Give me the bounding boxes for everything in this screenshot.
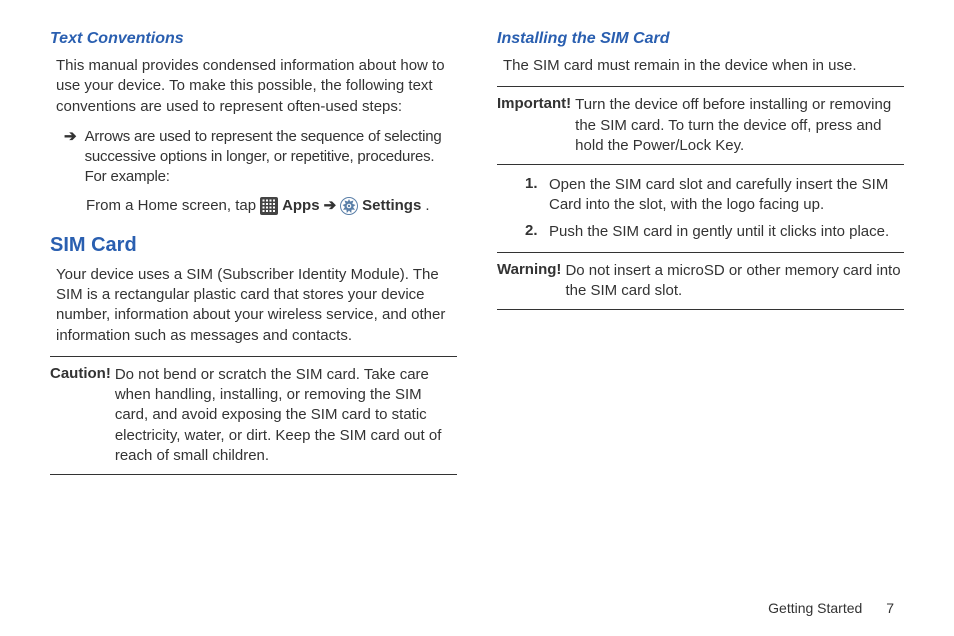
example-prefix: From a Home screen, tap (86, 196, 256, 216)
installing-sim-heading: Installing the SIM Card (497, 30, 904, 48)
arrow-bullet-item: ➔ Arrows are used to represent the seque… (64, 127, 457, 188)
important-label: Important! (497, 95, 571, 156)
list-item: 1. Open the SIM card slot and carefully … (525, 175, 904, 216)
step-number: 2. (525, 222, 549, 242)
apps-label: Apps (282, 196, 320, 216)
list-item: 2. Push the SIM card in gently until it … (525, 222, 904, 242)
important-callout: Important! Turn the device off before in… (497, 86, 904, 165)
settings-icon (340, 197, 358, 215)
arrow-icon: ➔ (64, 127, 77, 188)
two-column-layout: Text Conventions This manual provides co… (50, 30, 904, 485)
right-column: Installing the SIM Card The SIM card mus… (497, 30, 904, 485)
step-text: Push the SIM card in gently until it cli… (549, 222, 889, 242)
caution-text: Do not bend or scratch the SIM card. Tak… (115, 365, 457, 466)
installing-sim-intro: The SIM card must remain in the device w… (503, 56, 904, 76)
step-text: Open the SIM card slot and carefully ins… (549, 175, 904, 216)
page-footer: Getting Started 7 (768, 600, 894, 616)
left-column: Text Conventions This manual provides co… (50, 30, 457, 485)
apps-icon (260, 197, 278, 215)
important-text: Turn the device off before installing or… (575, 95, 904, 156)
install-steps-list: 1. Open the SIM card slot and carefully … (525, 175, 904, 242)
warning-callout: Warning! Do not insert a microSD or othe… (497, 252, 904, 311)
example-period: . (425, 196, 429, 216)
example-line: From a Home screen, tap Apps ➔ (86, 196, 457, 216)
text-conventions-intro: This manual provides condensed informati… (56, 56, 457, 117)
step-number: 1. (525, 175, 549, 216)
caution-callout: Caution! Do not bend or scratch the SIM … (50, 356, 457, 475)
text-conventions-heading: Text Conventions (50, 30, 457, 48)
arrow-bullet-text: Arrows are used to represent the sequenc… (85, 127, 457, 188)
warning-label: Warning! (497, 261, 561, 302)
page-number: 7 (886, 600, 894, 616)
caution-label: Caution! (50, 365, 111, 466)
settings-label: Settings (362, 196, 421, 216)
arrow-glyph: ➔ (324, 196, 337, 216)
sim-card-intro: Your device uses a SIM (Subscriber Ident… (56, 265, 457, 346)
warning-text: Do not insert a microSD or other memory … (565, 261, 904, 302)
sim-card-heading: SIM Card (50, 234, 457, 257)
footer-section: Getting Started (768, 600, 862, 616)
